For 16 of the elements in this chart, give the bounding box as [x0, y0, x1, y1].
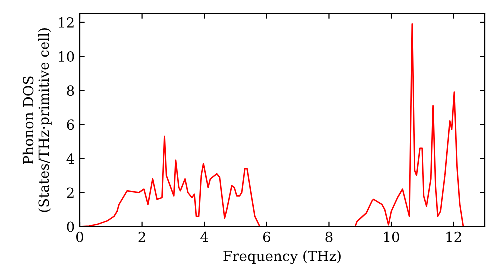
x-tick-label: 6 [263, 232, 270, 242]
y-tick-label: 8 [67, 86, 74, 96]
x-tick-label: 10 [384, 232, 400, 242]
y-axis-title: Phonon DOS (States/THz·primitive cell) [22, 28, 52, 212]
x-tick-label: 2 [138, 232, 146, 242]
x-axis-title: Frequency (THz) [224, 250, 341, 264]
x-tick-label: 4 [200, 232, 208, 242]
x-tick-label: 12 [446, 232, 462, 242]
y-tick-label: 2 [67, 188, 74, 198]
x-tick-label: 0 [76, 232, 84, 242]
y-tick-label: 6 [67, 120, 74, 130]
y-tick-label: 0 [67, 222, 74, 232]
x-tick-label: 8 [326, 232, 333, 242]
y-tick-label: 4 [66, 154, 74, 164]
y-tick-label: 10 [59, 52, 74, 62]
y-tick-label: 12 [59, 17, 74, 28]
